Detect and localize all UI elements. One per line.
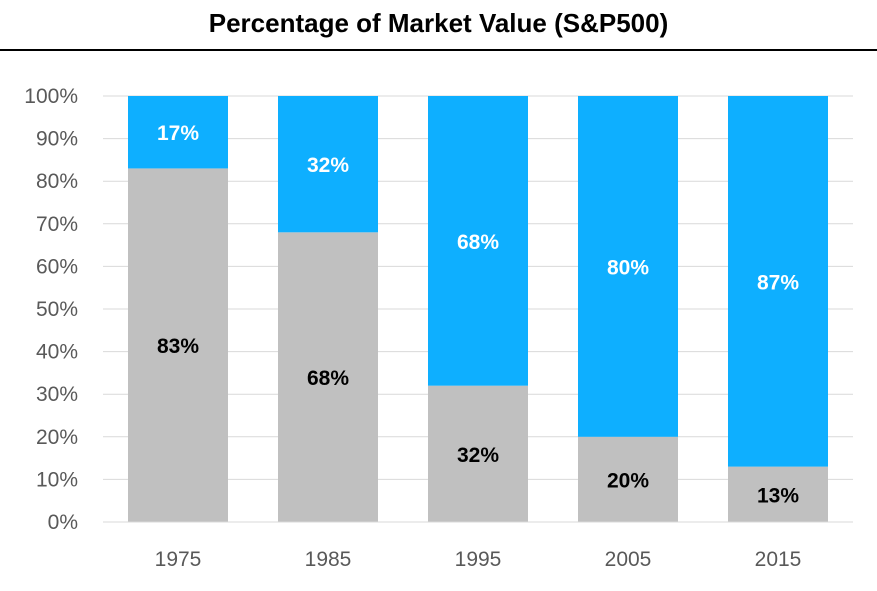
bar-segment — [278, 96, 378, 233]
bar-segment — [428, 96, 528, 386]
data-label: 32% — [307, 154, 349, 177]
data-label: 32% — [457, 444, 499, 467]
bar-segment — [278, 232, 378, 522]
y-tick-label: 100% — [24, 85, 78, 108]
y-tick-label: 60% — [36, 255, 78, 278]
bar-segment — [728, 96, 828, 467]
title-divider — [0, 49, 877, 51]
data-labels: 83% 17% 68% 32% 32% 68% 20% 80% 13% 87% — [157, 122, 799, 507]
data-label: 20% — [607, 469, 649, 492]
y-tick-label: 80% — [36, 170, 78, 193]
y-tick-label: 90% — [36, 128, 78, 151]
bar-segment — [128, 168, 228, 523]
x-tick-label: 2005 — [605, 548, 652, 571]
x-tick-label: 1985 — [305, 548, 352, 571]
y-tick-label: 30% — [36, 383, 78, 406]
bars — [128, 96, 828, 523]
x-tick-label: 1995 — [455, 548, 502, 571]
data-label: 68% — [457, 231, 499, 254]
data-label: 13% — [757, 484, 799, 507]
y-tick-label: 70% — [36, 213, 78, 236]
x-tick-label: 1975 — [155, 548, 202, 571]
y-tick-label: 10% — [36, 468, 78, 491]
y-tick-label: 40% — [36, 341, 78, 364]
x-tick-label: 2015 — [755, 548, 802, 571]
data-label: 68% — [307, 367, 349, 390]
bar-segment — [128, 96, 228, 169]
y-tick-label: 0% — [48, 511, 78, 534]
bar-segment — [578, 436, 678, 522]
y-tick-label: 20% — [36, 426, 78, 449]
axes: 0% 10% 20% 30% 40% 50% 60% 70% 80% 90% 100% 1975 198… — [24, 85, 853, 571]
y-tick-label: 50% — [36, 298, 78, 321]
data-label: 17% — [157, 122, 199, 145]
data-label: 83% — [157, 335, 199, 358]
chart-title: Percentage of Market Value (S&P500) — [208, 8, 669, 38]
bar-segment — [428, 385, 528, 522]
bar-segment — [728, 466, 828, 522]
bar-segment — [578, 96, 678, 437]
data-label: 80% — [607, 256, 649, 279]
data-label: 87% — [757, 271, 799, 294]
